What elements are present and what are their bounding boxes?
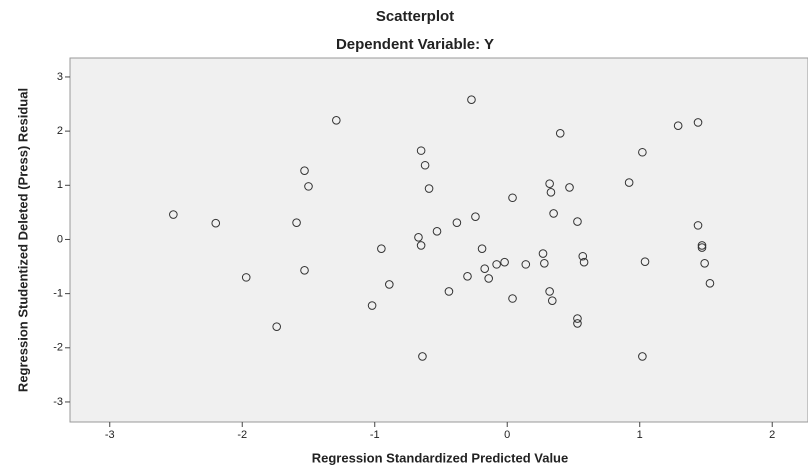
x-tick-label: 1: [637, 429, 643, 441]
y-axis-label: Regression Studentized Deleted (Press) R…: [15, 88, 30, 392]
y-tick-label: -2: [53, 342, 63, 354]
page: Scatterplot Dependent Variable: Y Regres…: [0, 0, 808, 468]
chart: Scatterplot Dependent Variable: Y Regres…: [0, 0, 808, 468]
y-tick-label: 1: [57, 179, 63, 191]
chart-title: Scatterplot: [376, 8, 454, 25]
x-tick-label: -2: [237, 429, 247, 441]
y-tick-label: 0: [57, 233, 63, 245]
plot-area: [70, 58, 808, 422]
x-tick-label: -3: [105, 429, 115, 441]
x-axis-label: Regression Standardized Predicted Value: [312, 450, 568, 465]
x-tick-label: -1: [370, 429, 380, 441]
chart-subtitle: Dependent Variable: Y: [336, 36, 494, 53]
x-tick-label: 2: [769, 429, 775, 441]
x-tick-label: 0: [504, 429, 510, 441]
y-tick-label: -1: [53, 288, 63, 300]
y-tick-label: -3: [53, 396, 63, 408]
y-tick-label: 2: [57, 125, 63, 137]
y-tick-label: 3: [57, 71, 63, 83]
